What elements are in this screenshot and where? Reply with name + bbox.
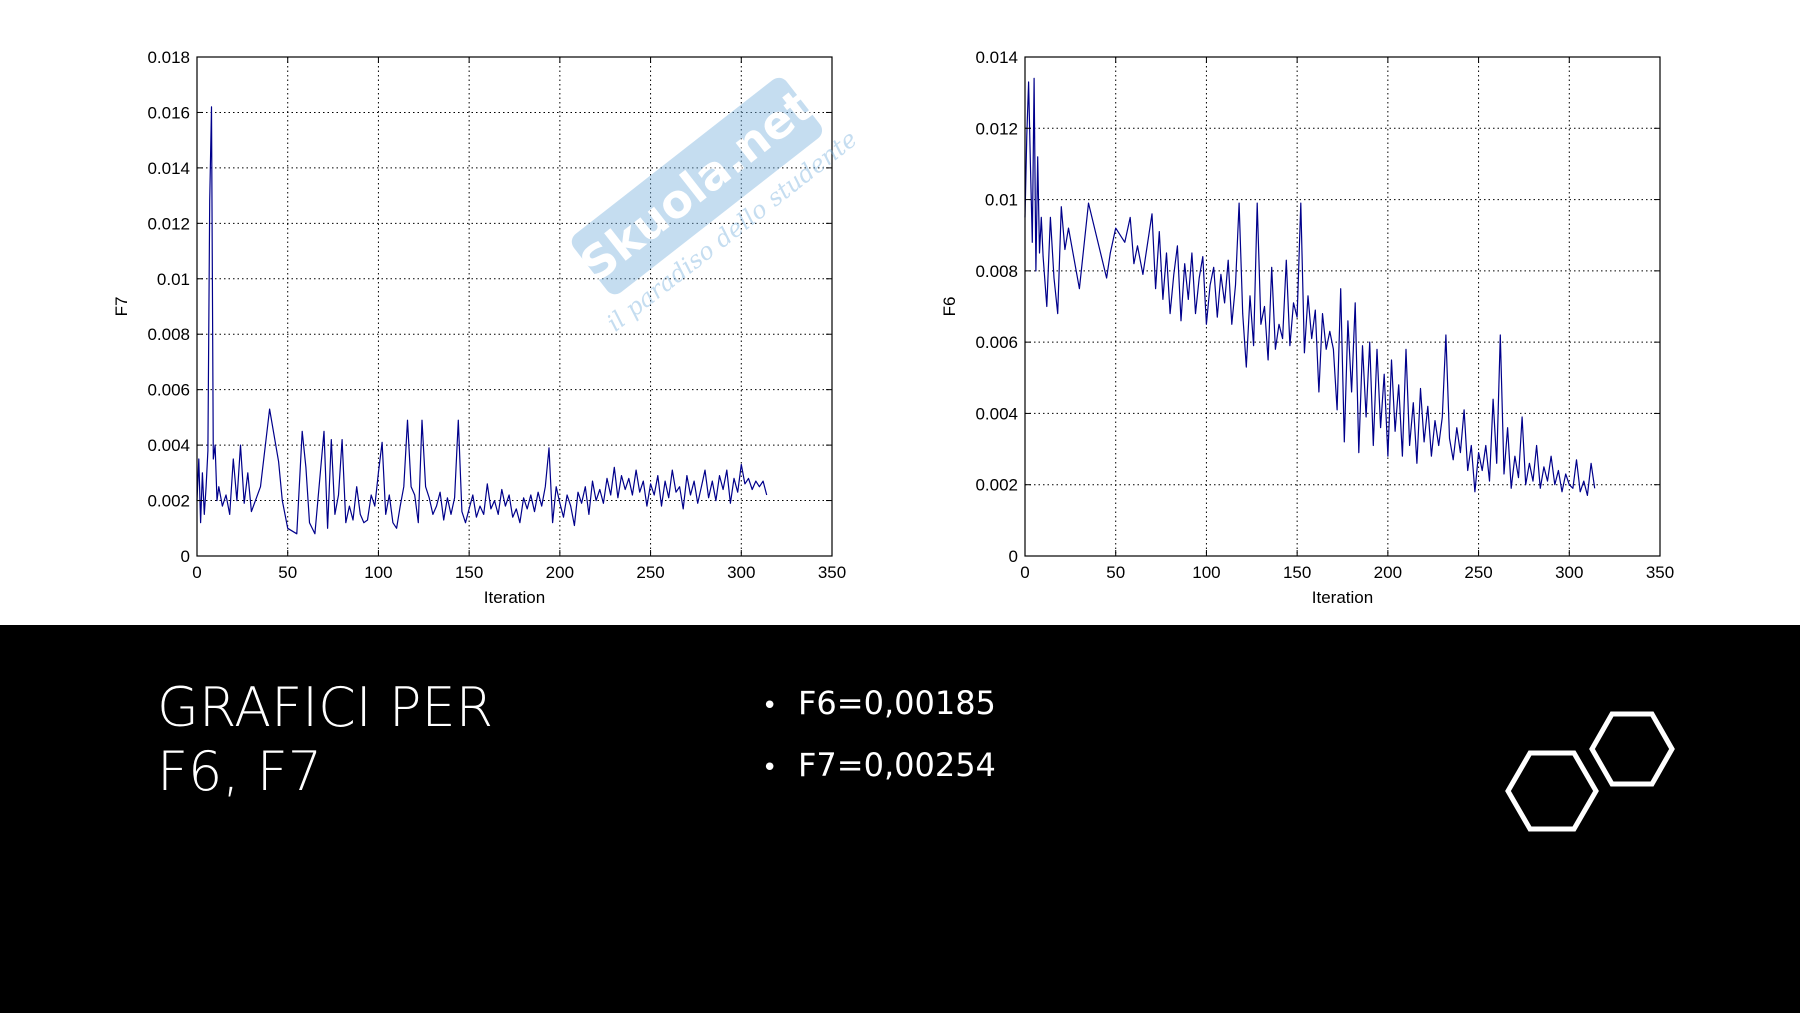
bullet-list: • F6=0,00185 • F7=0,00254 bbox=[762, 674, 996, 798]
x-tick-label: 350 bbox=[818, 563, 846, 582]
x-tick-label: 300 bbox=[727, 563, 755, 582]
y-tick-label: 0.002 bbox=[147, 492, 190, 511]
y-tick-label: 0.002 bbox=[975, 476, 1018, 495]
hexagon-large-icon bbox=[1505, 750, 1599, 832]
y-tick-label: 0.014 bbox=[975, 48, 1018, 67]
y-axis-label: F7 bbox=[112, 297, 131, 317]
axes-frame bbox=[196, 56, 833, 557]
x-tick-label: 50 bbox=[278, 563, 297, 582]
x-tick-label: 0 bbox=[1020, 563, 1029, 582]
plots-panel: 0 50 100 150 200 250 300 350 0 0.002 0.004 0.006 0.0… bbox=[0, 0, 1800, 625]
slide-title-line-2: F6, F7 bbox=[157, 740, 323, 803]
y-tick-label: 0 bbox=[1009, 547, 1018, 566]
hexagon-small-icon bbox=[1589, 711, 1675, 787]
series-line bbox=[196, 106, 768, 535]
x-axis-label: Iteration bbox=[484, 588, 545, 607]
y-tick-label: 0.014 bbox=[147, 159, 190, 178]
y-tick-label: 0.006 bbox=[147, 381, 190, 400]
x-tick-label: 250 bbox=[636, 563, 664, 582]
bullet-text: F6=0,00185 bbox=[798, 684, 996, 722]
y-tick-label: 0.012 bbox=[147, 214, 190, 233]
y-tick-label: 0.016 bbox=[147, 103, 190, 122]
y-axis-label: F6 bbox=[940, 297, 959, 317]
y-tick-label: 0.008 bbox=[147, 325, 190, 344]
y-tick-label: 0.012 bbox=[975, 119, 1018, 138]
bullet-item: • F6=0,00185 bbox=[762, 674, 996, 736]
chart-1: 0 50 100 150 200 250 300 350 0 0.002 0.004 0.006 0.0… bbox=[112, 48, 846, 607]
plots-canvas: 0 50 100 150 200 250 300 350 0 0.002 0.004 0.006 0.0… bbox=[112, 48, 1674, 607]
x-tick-label: 200 bbox=[546, 563, 574, 582]
y-tick-label: 0 bbox=[181, 547, 190, 566]
x-axis-label: Iteration bbox=[1312, 588, 1373, 607]
watermark-badge bbox=[571, 77, 823, 295]
slide-title: GRAFICI PER F6, F7 bbox=[157, 676, 493, 804]
x-tick-label: 100 bbox=[364, 563, 392, 582]
x-tick-label: 50 bbox=[1106, 563, 1125, 582]
slide-title-line-1: GRAFICI PER bbox=[157, 676, 494, 739]
x-tick-label: 200 bbox=[1374, 563, 1402, 582]
y-tick-label: 0.01 bbox=[985, 191, 1018, 210]
y-tick-label: 0.018 bbox=[147, 48, 190, 67]
x-tick-label: 350 bbox=[1646, 563, 1674, 582]
x-tick-label: 250 bbox=[1464, 563, 1492, 582]
plot-area bbox=[1025, 57, 1660, 556]
x-tick-label: 150 bbox=[455, 563, 483, 582]
x-tick-label: 0 bbox=[192, 563, 201, 582]
chart-2: 0 50 100 150 200 250 300 350 0 0.002 0.004 0.006 0.0… bbox=[940, 48, 1674, 607]
bullet-dot-icon: • bbox=[762, 753, 778, 783]
y-tick-label: 0.006 bbox=[975, 333, 1018, 352]
x-tick-label: 300 bbox=[1555, 563, 1583, 582]
bullet-dot-icon: • bbox=[762, 691, 778, 721]
y-tick-label: 0.004 bbox=[975, 404, 1018, 423]
axes-frame bbox=[1024, 56, 1661, 557]
bullet-item: • F7=0,00254 bbox=[762, 736, 996, 798]
y-tick-label: 0.004 bbox=[147, 436, 190, 455]
x-tick-label: 150 bbox=[1283, 563, 1311, 582]
series-line bbox=[1024, 77, 1596, 496]
y-tick-label: 0.008 bbox=[975, 262, 1018, 281]
bullet-text: F7=0,00254 bbox=[798, 746, 996, 784]
hexagon-decoration-icon bbox=[1505, 711, 1675, 832]
y-tick-label: 0.01 bbox=[157, 270, 190, 289]
x-tick-label: 100 bbox=[1192, 563, 1220, 582]
